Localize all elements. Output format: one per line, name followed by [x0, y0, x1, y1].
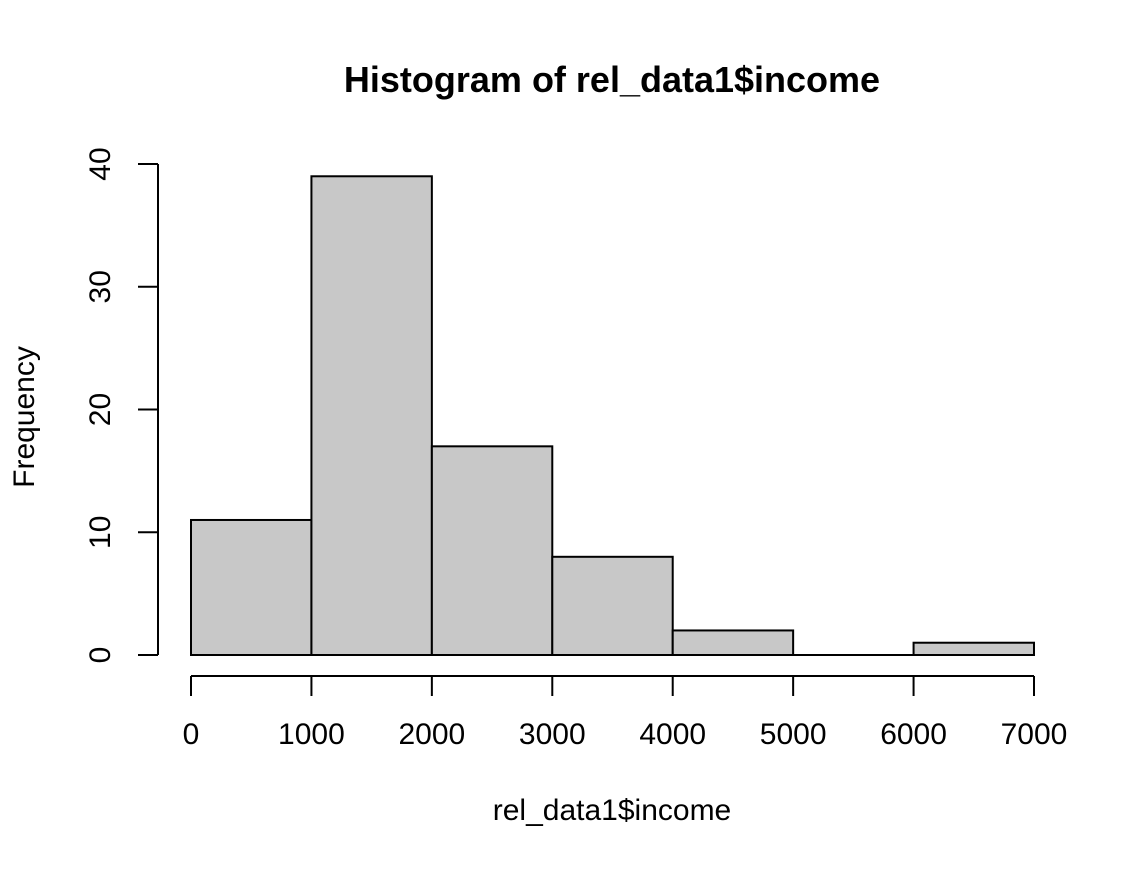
histogram-bar-2	[430, 445, 554, 657]
histogram-bar-1	[310, 175, 433, 656]
x-tick-label-5: 5000	[760, 718, 827, 751]
histogram-bar-3	[551, 555, 674, 656]
bars-group	[190, 175, 1035, 657]
y-axis: 0 10 20 30 40	[84, 147, 159, 664]
x-tick-label-1: 1000	[278, 718, 345, 751]
x-tick-label-3: 3000	[519, 718, 586, 751]
x-tick-label-2: 2000	[398, 718, 465, 751]
x-tick-label-6: 6000	[880, 718, 947, 751]
histogram-bar-6	[912, 641, 1035, 656]
x-tick-label-7: 7000	[1001, 718, 1068, 751]
y-tick-label-1: 10	[84, 516, 117, 549]
y-tick-label-2: 20	[84, 393, 117, 426]
x-tick-label-4: 4000	[639, 718, 706, 751]
histogram-bar-0	[190, 518, 313, 656]
y-axis-label: Frequency	[8, 346, 41, 488]
x-axis: 0 1000 2000 3000 4000 5000 6000 7000	[183, 675, 1068, 751]
histogram-bar-4	[671, 629, 795, 657]
chart-title: Histogram of rel_data1$income	[344, 59, 880, 100]
y-tick-label-4: 40	[84, 147, 117, 180]
x-tick-label-0: 0	[183, 718, 200, 751]
y-tick-label-0: 0	[84, 647, 117, 664]
y-tick-label-3: 30	[84, 270, 117, 303]
x-axis-label: rel_data1$income	[493, 794, 732, 827]
